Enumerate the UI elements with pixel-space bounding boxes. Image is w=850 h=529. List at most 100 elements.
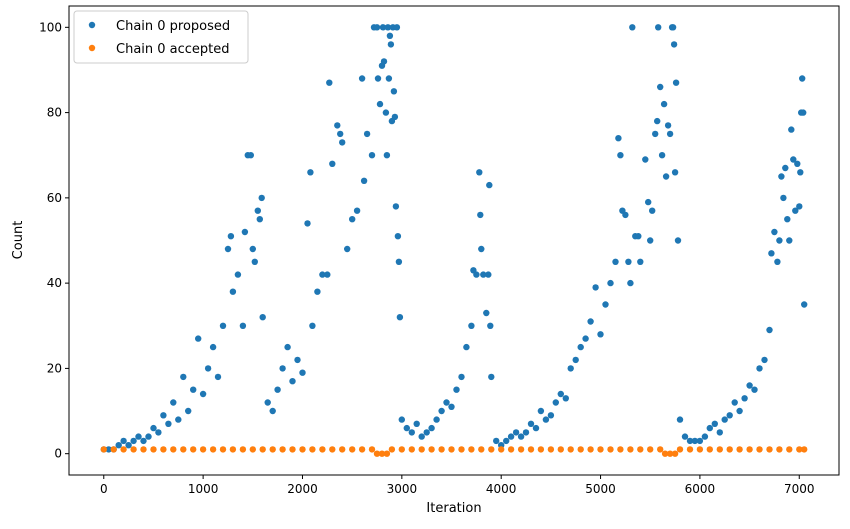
plot-area (100, 24, 808, 457)
x-tick-label: 7000 (784, 482, 815, 496)
data-point-1-0 (100, 446, 108, 453)
data-point-1-38 (458, 446, 465, 453)
data-point-0-111 (487, 322, 494, 329)
data-point-1-56 (637, 446, 644, 453)
data-point-1-75 (801, 446, 808, 453)
data-point-0-75 (385, 75, 393, 82)
data-point-0-120 (527, 420, 535, 427)
data-point-1-53 (607, 446, 614, 453)
data-point-0-12 (160, 412, 167, 419)
data-point-0-57 (339, 139, 346, 146)
data-point-1-19 (289, 446, 296, 453)
data-point-1-74 (796, 446, 803, 453)
data-point-0-10 (150, 424, 157, 432)
data-point-0-41 (274, 386, 281, 393)
data-point-0-157 (660, 100, 668, 108)
data-point-0-188 (774, 258, 781, 265)
data-point-0-3 (115, 442, 122, 449)
data-point-1-68 (736, 446, 743, 453)
data-point-0-130 (577, 343, 584, 351)
data-point-0-184 (761, 356, 768, 364)
axes-frame (68, 5, 840, 476)
data-point-0-88 (403, 424, 410, 432)
x-tick-label: 0 (100, 482, 108, 496)
data-point-0-100 (463, 343, 470, 351)
data-point-1-55 (627, 446, 634, 453)
data-point-0-71 (380, 58, 388, 65)
data-point-0-30 (241, 228, 249, 236)
data-point-1-36 (438, 446, 445, 453)
data-point-0-167 (676, 416, 684, 423)
data-point-1-20 (299, 446, 306, 453)
data-point-0-122 (537, 407, 545, 415)
data-point-0-77 (387, 41, 395, 48)
data-point-1-47 (547, 446, 555, 453)
data-point-1-21 (309, 446, 316, 453)
data-point-0-143 (627, 279, 634, 287)
data-point-0-81 (391, 113, 399, 121)
data-point-0-36 (256, 216, 263, 223)
data-point-0-66 (373, 24, 381, 31)
data-point-1-43 (507, 446, 515, 453)
data-point-0-47 (304, 220, 311, 227)
data-point-1-9 (190, 446, 197, 453)
data-point-0-158 (662, 173, 670, 180)
data-point-1-37 (448, 446, 455, 453)
data-point-0-112 (488, 373, 495, 381)
data-point-0-45 (294, 356, 301, 364)
data-point-0-117 (512, 429, 520, 436)
data-point-1-64 (696, 446, 704, 453)
data-point-0-25 (224, 245, 232, 253)
data-point-0-141 (622, 211, 629, 219)
data-point-1-54 (617, 446, 624, 453)
data-point-1-71 (766, 446, 773, 453)
data-point-0-165 (672, 79, 680, 86)
data-point-1-49 (567, 446, 574, 453)
data-point-0-168 (681, 433, 689, 440)
data-point-0-133 (592, 284, 599, 291)
data-point-0-128 (567, 365, 574, 372)
data-point-0-179 (736, 407, 743, 415)
data-point-0-43 (284, 343, 291, 351)
data-point-0-82 (392, 203, 400, 210)
data-point-0-60 (353, 207, 361, 214)
data-point-0-176 (721, 416, 728, 423)
data-point-0-169 (686, 437, 694, 445)
data-point-0-118 (517, 433, 525, 440)
data-point-0-148 (642, 156, 649, 163)
data-point-0-177 (726, 412, 733, 419)
data-point-0-195 (788, 126, 795, 133)
data-point-0-28 (234, 271, 242, 278)
data-point-0-191 (780, 194, 787, 202)
data-point-0-32 (247, 152, 254, 159)
data-point-0-182 (751, 386, 758, 393)
data-point-1-58 (657, 446, 664, 453)
data-point-0-19 (195, 335, 202, 342)
data-point-0-91 (418, 433, 425, 440)
data-point-1-4 (140, 446, 147, 453)
data-point-0-85 (395, 258, 403, 265)
data-point-0-123 (542, 416, 550, 423)
data-point-0-61 (358, 75, 366, 82)
data-point-0-121 (532, 424, 540, 432)
data-point-0-203 (800, 109, 807, 116)
data-point-1-6 (160, 446, 167, 453)
data-point-1-48 (557, 446, 564, 453)
data-point-1-45 (527, 446, 535, 453)
data-point-0-44 (289, 378, 296, 385)
data-point-1-16 (259, 446, 266, 453)
data-point-0-204 (801, 301, 808, 308)
data-point-0-185 (766, 326, 773, 334)
x-axis: 0 1000 2000 3000 4000 5000 6000 7000 (100, 475, 815, 496)
data-point-1-33 (408, 446, 415, 453)
data-point-0-187 (771, 228, 778, 236)
data-point-0-196 (790, 156, 797, 163)
data-point-0-131 (582, 335, 589, 342)
data-point-0-113 (493, 437, 500, 445)
data-point-1-35 (428, 446, 435, 453)
y-tick-label: 20 (47, 361, 62, 375)
data-point-1-69 (746, 446, 753, 453)
data-point-1-34 (418, 446, 425, 453)
data-point-0-24 (219, 322, 227, 329)
data-point-0-15 (175, 416, 182, 423)
